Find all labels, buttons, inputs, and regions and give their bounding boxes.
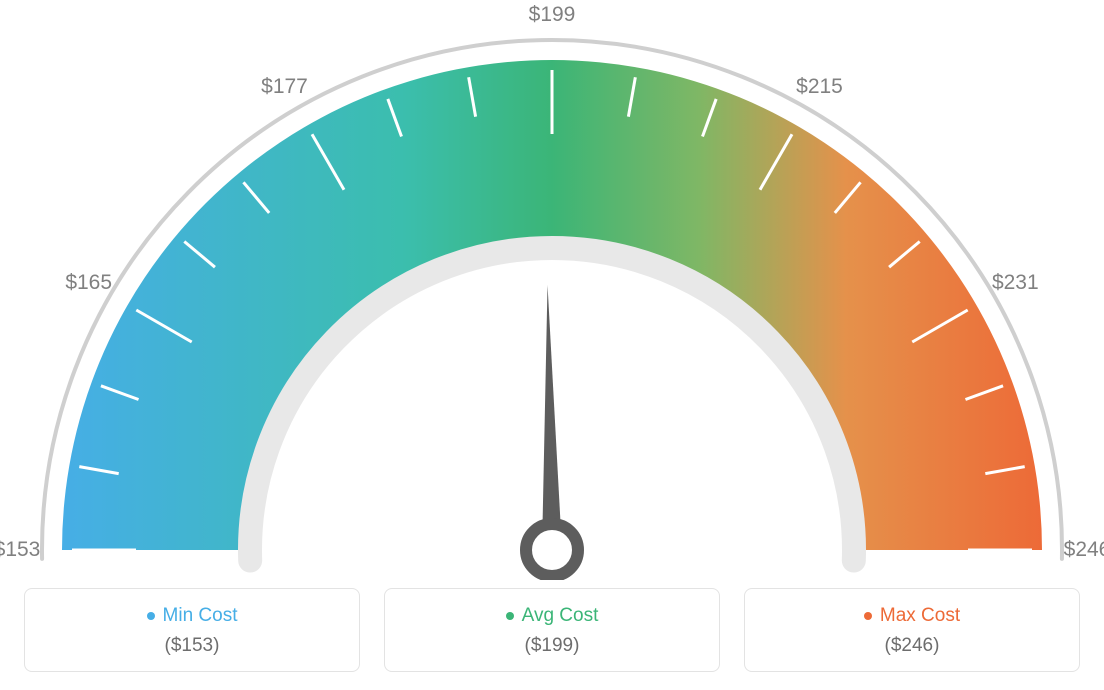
legend-label-row: Avg Cost [397, 605, 707, 627]
legend-label-min: Min Cost [163, 605, 238, 627]
legend-label-row: Max Cost [757, 605, 1067, 627]
cost-gauge: $153$165$177$199$215$231$246 [22, 20, 1082, 580]
legend-label-avg: Avg Cost [522, 605, 599, 627]
gauge-tick-label: $246 [1064, 538, 1104, 562]
gauge-svg [22, 20, 1082, 580]
legend-label-row: Min Cost [37, 605, 347, 627]
legend-card-max: Max Cost ($246) [744, 588, 1080, 672]
gauge-tick-label: $165 [65, 271, 112, 295]
gauge-tick-label: $215 [796, 75, 843, 99]
gauge-tick-label: $153 [0, 538, 40, 562]
legend-value-avg: ($199) [397, 635, 707, 657]
legend-dot-min [147, 612, 155, 620]
legend-dot-avg [506, 612, 514, 620]
legend-value-min: ($153) [37, 635, 347, 657]
gauge-tick-label: $177 [261, 75, 308, 99]
gauge-tick-label: $199 [529, 3, 576, 27]
gauge-tick-label: $231 [992, 271, 1039, 295]
legend-card-avg: Avg Cost ($199) [384, 588, 720, 672]
legend-value-max: ($246) [757, 635, 1067, 657]
legend-row: Min Cost ($153) Avg Cost ($199) Max Cost… [0, 588, 1104, 672]
legend-card-min: Min Cost ($153) [24, 588, 360, 672]
legend-label-max: Max Cost [880, 605, 960, 627]
legend-dot-max [864, 612, 872, 620]
